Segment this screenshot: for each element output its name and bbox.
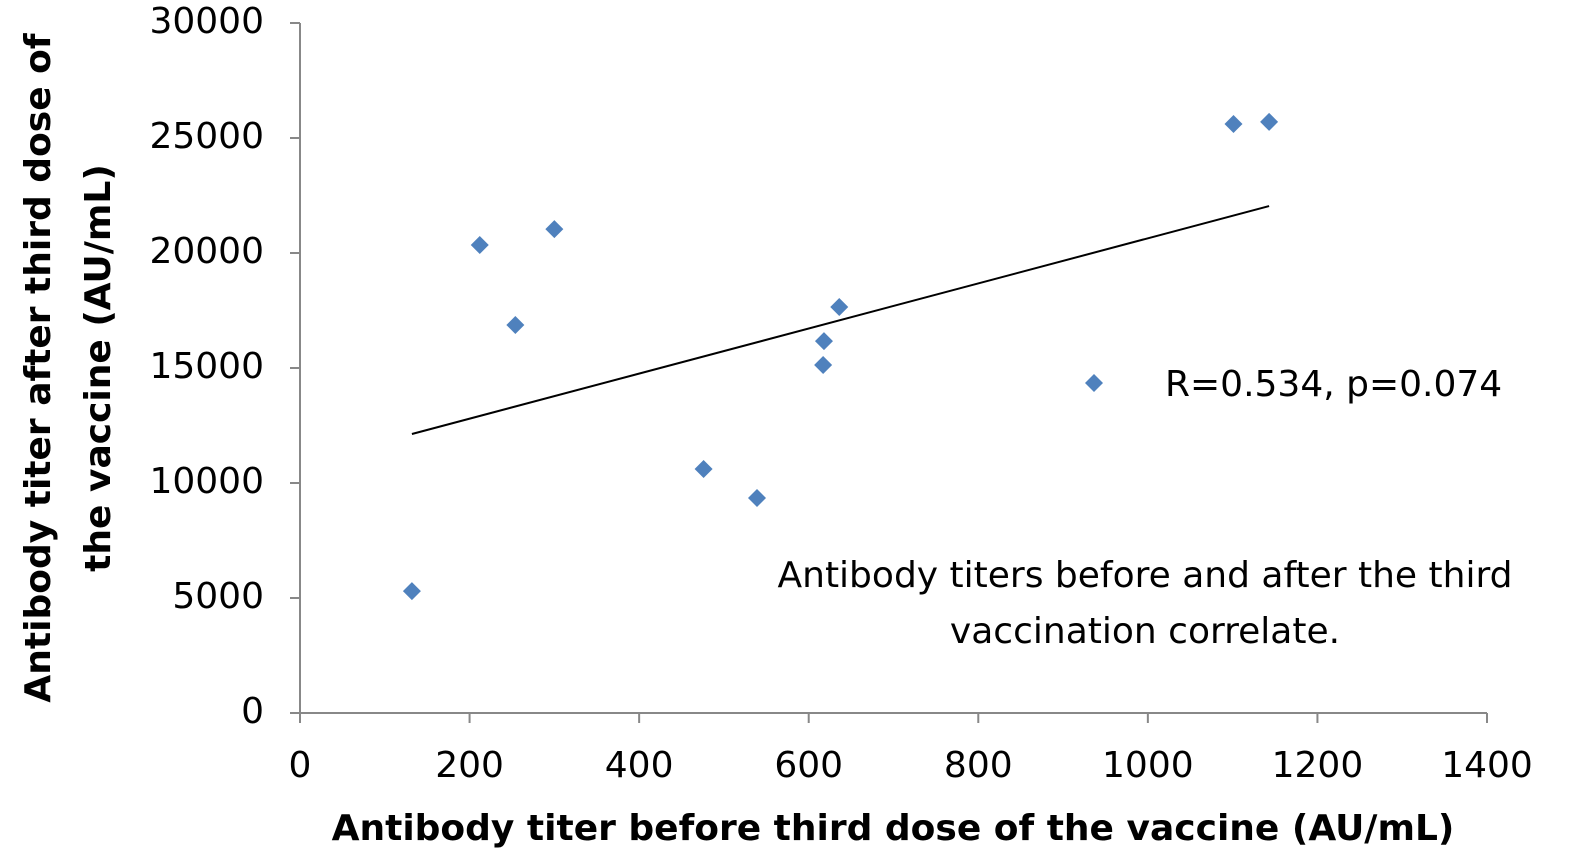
y-axis-label: Antibody titer after third dose of [18, 33, 59, 702]
point [506, 315, 525, 334]
y-tick-label: 15000 [149, 346, 264, 387]
y-tick-label: 20000 [149, 231, 264, 272]
y-tick-label: 10000 [149, 461, 264, 502]
point [747, 488, 766, 507]
x-tick-label: 400 [605, 745, 674, 786]
x-tick-label: 1400 [1441, 745, 1533, 786]
x-tick-label: 600 [774, 745, 843, 786]
point [1260, 112, 1279, 131]
point [814, 332, 833, 351]
trendline [411, 205, 1270, 435]
y-tick-label: 5000 [172, 576, 264, 617]
point [694, 459, 713, 478]
y-axis-label-group: Antibody titer after third dose of the v… [18, 33, 119, 702]
annotation: vaccination correlate. [950, 611, 1340, 652]
point [470, 235, 489, 254]
y-tick-label: 25000 [149, 116, 264, 157]
point [545, 220, 564, 239]
point [1224, 114, 1243, 133]
x-tick-label: 200 [435, 745, 504, 786]
y-axis-label: the vaccine (AU/mL) [78, 164, 119, 572]
annotation: Antibody titers before and after the thi… [778, 555, 1513, 596]
x-axis-label: Antibody titer before third dose of the … [332, 808, 1455, 849]
y-tick-label: 30000 [149, 1, 264, 42]
point [814, 356, 833, 375]
point [830, 298, 849, 317]
point [402, 582, 421, 601]
x-tick-label: 0 [289, 745, 312, 786]
y-tick-label: 0 [241, 691, 264, 732]
legend-marker [1085, 374, 1103, 392]
legend-label: R=0.534, p=0.074 [1165, 364, 1502, 405]
x-tick-label: 1200 [1272, 745, 1364, 786]
x-tick-label: 800 [944, 745, 1013, 786]
x-tick-label: 1000 [1102, 745, 1194, 786]
